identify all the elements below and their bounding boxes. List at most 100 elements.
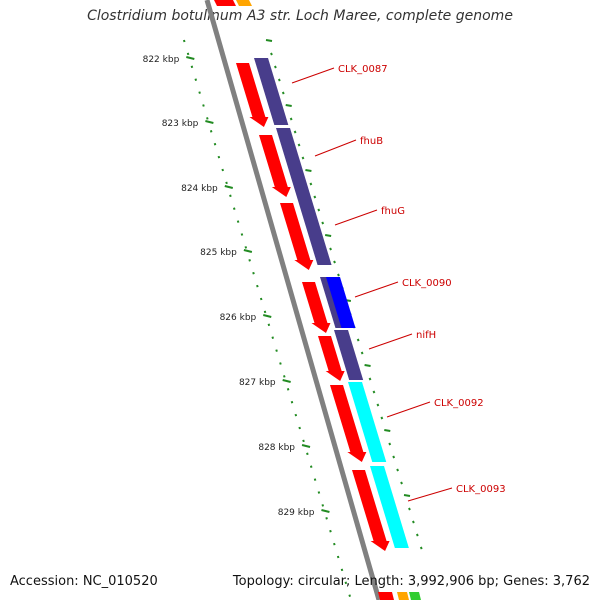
scale-major-tick <box>224 185 234 189</box>
scale-minor-tick <box>221 168 224 172</box>
gene-label-leader <box>291 67 335 84</box>
gene-label[interactable]: CLK_0090 <box>402 278 452 289</box>
gene-label-leader <box>368 333 413 350</box>
scale-minor-tick <box>325 517 328 520</box>
outer-minor-tick <box>400 481 403 485</box>
outer-minor-tick <box>309 182 313 186</box>
cog-bar-purple[interactable] <box>334 330 364 380</box>
scale-minor-tick <box>186 52 190 56</box>
scale-major-tick <box>243 249 253 253</box>
scale-minor-tick <box>229 194 232 198</box>
scale-minor-tick <box>275 349 278 352</box>
partial-feature-bottom-green <box>409 592 421 600</box>
cog-bar-blue[interactable] <box>326 277 356 328</box>
outer-major-tick <box>324 234 332 237</box>
gene-label[interactable]: CLK_0093 <box>456 484 506 495</box>
scale-minor-tick <box>344 581 348 585</box>
cog-bar-cyan[interactable] <box>370 466 409 548</box>
gene-labels: CLK_0087 fhuB fhuG CLK_0090 nifH CLK_0092 CLK_… <box>291 64 506 502</box>
scale-minor-tick <box>206 117 209 120</box>
cds-feature-arrow[interactable] <box>318 336 345 381</box>
scale-label: 822 kbp <box>143 55 180 65</box>
scale-minor-tick <box>340 568 344 572</box>
outer-minor-tick <box>368 377 372 381</box>
scale-minor-tick <box>244 246 248 249</box>
cds-feature-arrow[interactable] <box>280 203 314 270</box>
outer-minor-tick <box>313 195 317 199</box>
scale-minor-tick <box>202 104 205 107</box>
map-title: Clostridium botulinum A3 str. Loch Maree… <box>87 8 513 24</box>
gene-label-leader <box>334 209 378 226</box>
gene-label[interactable]: CLK_0087 <box>338 64 388 75</box>
scale-label: 828 kbp <box>258 443 295 453</box>
scale-major-tick <box>263 314 272 318</box>
outer-major-tick <box>305 169 312 172</box>
scale-minor-tick <box>232 207 236 210</box>
outer-minor-tick <box>360 351 364 355</box>
scale-minor-tick <box>294 413 298 417</box>
cog-bar-cyan[interactable] <box>348 382 387 462</box>
scale-minor-tick <box>317 491 321 494</box>
scale-label: 823 kbp <box>162 119 199 129</box>
scale-minor-tick <box>194 78 198 81</box>
outer-minor-tick <box>392 455 396 459</box>
scale-major-tick <box>321 509 330 513</box>
accession-text: Accession: NC_010520 <box>10 574 158 589</box>
outer-minor-tick <box>415 533 419 537</box>
scale-minor-tick <box>321 504 325 507</box>
scale-major-tick <box>282 379 291 383</box>
outer-minor-tick <box>388 442 392 446</box>
outer-minor-tick <box>301 156 305 160</box>
cds-feature-arrow[interactable] <box>236 63 269 127</box>
scale-major-tick <box>205 120 214 124</box>
scale-label: 827 kbp <box>239 378 276 388</box>
outer-minor-tick <box>297 143 301 147</box>
gene-label-leader <box>314 139 357 157</box>
feature-blocks <box>236 58 409 551</box>
scale-minor-tick <box>271 336 274 339</box>
outer-minor-tick <box>337 273 340 277</box>
partial-cds-bottom <box>378 592 394 600</box>
cog-bar-purple[interactable] <box>254 58 289 125</box>
scale-minor-tick <box>302 439 305 443</box>
scale-minor-tick <box>259 297 263 301</box>
scale-minor-tick <box>329 529 332 533</box>
partial-feature-top <box>236 0 252 6</box>
outer-minor-tick <box>376 403 380 407</box>
cds-feature-arrow[interactable] <box>330 385 367 462</box>
scale-minor-tick <box>213 142 217 146</box>
scale-minor-tick <box>290 400 294 404</box>
scale-label: 824 kbp <box>181 184 218 194</box>
scale-minor-tick <box>306 452 309 456</box>
scale-minor-tick <box>283 375 286 378</box>
outer-minor-tick <box>317 208 321 212</box>
outer-minor-tick <box>289 117 293 121</box>
scale-minor-tick <box>263 310 267 314</box>
gene-label[interactable]: nifH <box>416 330 436 341</box>
outer-minor-tick <box>372 390 376 394</box>
scale-minor-tick <box>333 542 336 546</box>
outer-minor-tick <box>270 52 273 56</box>
scale-minor-tick <box>248 259 251 262</box>
outer-minor-tick <box>356 338 360 342</box>
partial-feature-bottom <box>397 592 409 600</box>
gene-label[interactable]: fhuB <box>360 136 383 147</box>
gene-label-leader <box>354 281 399 298</box>
outer-minor-tick <box>321 221 325 225</box>
scale-minor-tick <box>309 465 313 468</box>
cog-bar-purple[interactable] <box>276 128 332 265</box>
cds-feature-arrow[interactable] <box>259 135 291 197</box>
gene-label[interactable]: CLK_0092 <box>434 398 484 409</box>
outer-minor-tick <box>411 520 415 524</box>
scale-label: 826 kbp <box>220 313 257 323</box>
scale-minor-tick <box>209 130 213 133</box>
outer-minor-tick <box>281 91 285 95</box>
scale-minor-tick <box>348 594 351 597</box>
outer-minor-tick <box>396 468 400 472</box>
outer-minor-tick <box>277 78 281 82</box>
cds-feature-arrow[interactable] <box>302 282 331 333</box>
gene-label[interactable]: fhuG <box>381 206 405 217</box>
cds-feature-arrow[interactable] <box>352 470 390 551</box>
scale-minor-tick <box>182 39 186 43</box>
